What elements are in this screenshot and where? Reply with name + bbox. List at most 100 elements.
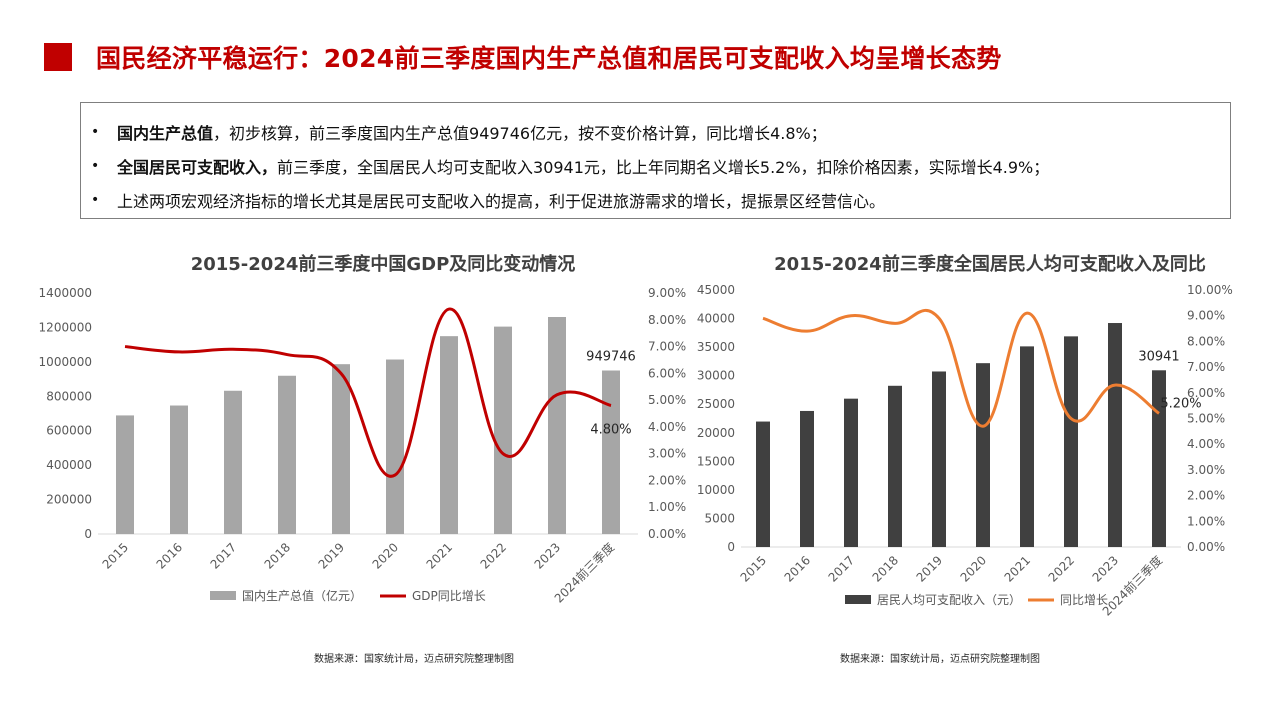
gdp-x-tick-label: 2021 (424, 540, 455, 571)
income-left-tick-label: 20000 (697, 426, 735, 440)
income-x-tick-label: 2020 (958, 553, 989, 584)
summary-key: 国内生产总值 (117, 124, 214, 143)
gdp-legend-line-label: GDP同比增长 (412, 589, 486, 603)
gdp-left-tick-label: 1400000 (39, 286, 92, 300)
summary-item-conclusion: • 上述两项宏观经济指标的增长尤其是居民可支配收入的提高，利于促进旅游需求的增长… (91, 183, 1230, 217)
income-bar-data-label: 30941 (1138, 349, 1179, 364)
income-bar (756, 421, 770, 547)
gdp-right-tick-label: 4.00% (648, 420, 686, 434)
gdp-left-tick-label: 600000 (46, 424, 92, 438)
income-left-tick-label: 45000 (697, 283, 735, 297)
income-right-tick-label: 7.00% (1187, 360, 1225, 374)
gdp-bar (116, 415, 134, 534)
gdp-x-tick-label: 2018 (262, 540, 293, 571)
income-left-tick-label: 35000 (697, 340, 735, 354)
gdp-bar (494, 326, 512, 534)
gdp-right-tick-label: 7.00% (648, 340, 686, 354)
bullet-icon: • (91, 192, 100, 208)
title-bar: 国民经济平稳运行：2024前三季度国内生产总值和居民可支配收入均呈增长态势 (44, 40, 1002, 74)
income-bar (1020, 346, 1034, 547)
income-right-tick-label: 5.00% (1187, 412, 1225, 426)
income-x-tick-label: 2019 (914, 553, 945, 584)
summary-text: 前三季度，全国居民人均可支配收入30941元，比上年同期名义增长5.2%，扣除价… (277, 158, 1050, 177)
gdp-bar (602, 370, 620, 534)
bullet-icon: • (91, 158, 100, 174)
income-bar (844, 398, 858, 547)
income-bar (932, 371, 946, 547)
gdp-bar (170, 405, 188, 534)
income-x-tick-label: 2021 (1002, 553, 1033, 584)
page-title: 国民经济平稳运行：2024前三季度国内生产总值和居民可支配收入均呈增长态势 (96, 44, 1002, 73)
income-bar (976, 363, 990, 547)
gdp-right-tick-label: 5.00% (648, 393, 686, 407)
income-left-tick-label: 40000 (697, 312, 735, 326)
gdp-bar (332, 364, 350, 534)
gdp-right-tick-label: 6.00% (648, 366, 686, 380)
income-right-tick-label: 10.00% (1187, 283, 1233, 297)
income-bar (1108, 323, 1122, 547)
gdp-chart-title: 2015-2024前三季度中国GDP及同比变动情况 (191, 253, 576, 275)
income-right-tick-label: 4.00% (1187, 437, 1225, 451)
gdp-right-tick-label: 9.00% (648, 286, 686, 300)
income-x-tick-label: 2022 (1046, 553, 1077, 584)
income-legend-line-label: 同比增长 (1060, 593, 1108, 607)
income-left-tick-label: 10000 (697, 483, 735, 497)
income-right-tick-label: 9.00% (1187, 309, 1225, 323)
income-right-tick-label: 1.00% (1187, 514, 1225, 528)
income-source-note: 数据来源：国家统计局，迈点研究院整理制图 (840, 652, 1040, 665)
gdp-growth-line (124, 307, 612, 478)
gdp-right-tick-label: 0.00% (648, 527, 686, 541)
gdp-right-tick-label: 3.00% (648, 447, 686, 461)
income-x-tick-label: 2016 (782, 553, 813, 584)
income-right-tick-label: 0.00% (1187, 540, 1225, 554)
income-right-tick-label: 6.00% (1187, 386, 1225, 400)
title-marker (44, 43, 72, 71)
income-x-tick-label: 2018 (870, 553, 901, 584)
income-x-tick-label: 2023 (1090, 553, 1121, 584)
income-x-tick-label: 2015 (738, 553, 769, 584)
gdp-x-tick-label: 2016 (154, 540, 185, 571)
income-left-tick-label: 30000 (697, 369, 735, 383)
gdp-legend-bar-label: 国内生产总值（亿元） (242, 588, 362, 603)
summary-text: 上述两项宏观经济指标的增长尤其是居民可支配收入的提高，利于促进旅游需求的增长，提… (117, 192, 886, 211)
gdp-bar (224, 390, 242, 534)
gdp-x-tick-label: 2019 (316, 540, 347, 571)
income-left-tick-label: 15000 (697, 454, 735, 468)
gdp-line-data-label: 4.80% (590, 422, 631, 437)
income-left-tick-label: 5000 (704, 511, 735, 525)
income-right-tick-label: 8.00% (1187, 334, 1225, 348)
gdp-left-tick-label: 800000 (46, 389, 92, 403)
income-left-tick-label: 25000 (697, 397, 735, 411)
income-legend-bar-label: 居民人均可支配收入（元） (877, 593, 1021, 607)
gdp-bar (386, 359, 404, 534)
gdp-left-tick-label: 1000000 (39, 355, 92, 369)
summary-key: 全国居民可支配收入， (117, 158, 278, 177)
income-left-tick-label: 0 (727, 540, 735, 554)
gdp-bar-data-label: 949746 (586, 350, 636, 365)
income-growth-line (762, 309, 1160, 428)
gdp-left-tick-label: 1200000 (39, 320, 92, 334)
summary-item-gdp: • 国内生产总值 ，初步核算，前三季度国内生产总值949746亿元，按不变价格计… (91, 115, 1230, 149)
gdp-x-tick-label: 2023 (532, 540, 563, 571)
gdp-bar (548, 316, 566, 534)
gdp-left-tick-label: 400000 (46, 458, 92, 472)
gdp-bar (440, 336, 458, 534)
income-bar (888, 385, 902, 547)
summary-item-income: • 全国居民可支配收入， 前三季度，全国居民人均可支配收入30941元，比上年同… (91, 149, 1230, 183)
gdp-right-tick-label: 2.00% (648, 473, 686, 487)
income-bar (1064, 336, 1078, 547)
income-x-tick-label: 2017 (826, 553, 857, 584)
income-bar (1152, 370, 1166, 547)
gdp-x-tick-label: 2020 (370, 540, 401, 571)
income-chart-title: 2015-2024前三季度全国居民人均可支配收入及同比 (774, 253, 1206, 275)
gdp-x-tick-label: 2022 (478, 540, 509, 571)
income-right-tick-label: 3.00% (1187, 463, 1225, 477)
gdp-left-tick-label: 200000 (46, 493, 92, 507)
gdp-right-tick-label: 8.00% (648, 313, 686, 327)
gdp-right-tick-label: 1.00% (648, 500, 686, 514)
gdp-bar (278, 375, 296, 534)
gdp-source-note: 数据来源：国家统计局，迈点研究院整理制图 (314, 652, 514, 665)
bullet-icon: • (91, 124, 100, 140)
gdp-x-tick-label: 2015 (100, 540, 131, 571)
income-right-tick-label: 2.00% (1187, 489, 1225, 503)
